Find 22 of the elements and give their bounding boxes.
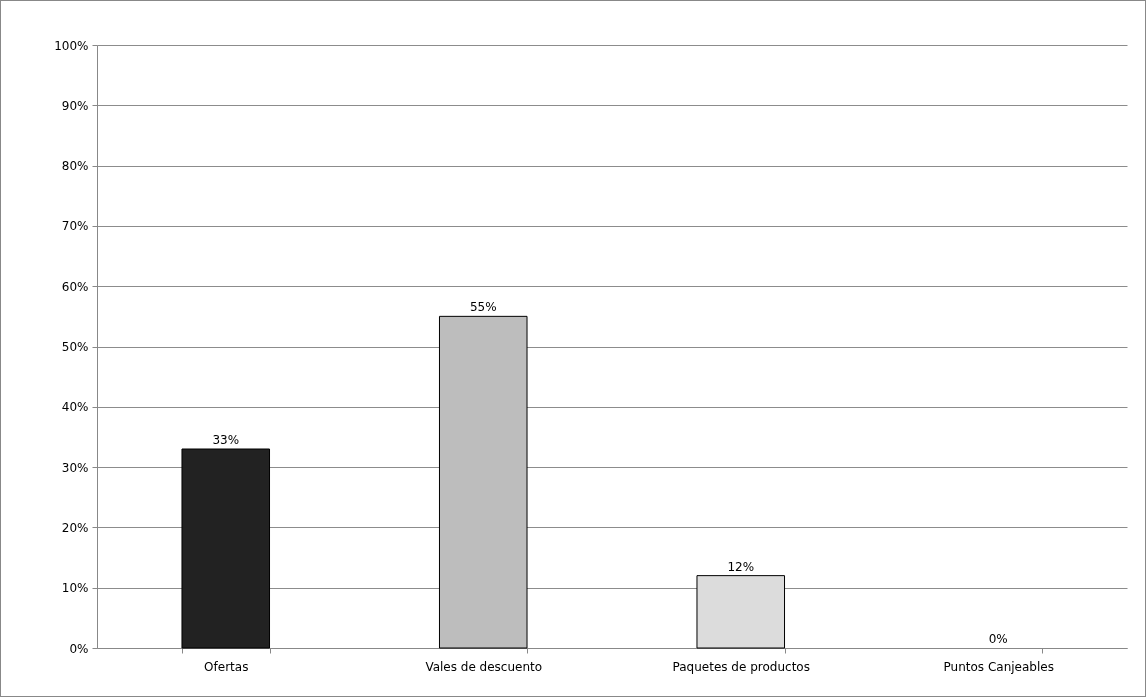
bar xyxy=(181,448,271,649)
y-tick-label: 70% xyxy=(61,219,89,234)
y-tick-label: 40% xyxy=(61,400,89,415)
x-tick-label: Puntos Canjeables xyxy=(943,659,1054,674)
x-tick-label: Paquetes de productos xyxy=(672,659,810,674)
data-label: 0% xyxy=(988,632,1008,646)
y-tick-label: 20% xyxy=(61,520,89,535)
y-tick-label: 100% xyxy=(54,38,89,53)
data-label: 33% xyxy=(212,433,240,448)
y-tick-label: 0% xyxy=(69,641,89,656)
y-tick-label: 10% xyxy=(61,581,89,596)
y-tick-label: 30% xyxy=(61,460,89,475)
bar xyxy=(438,315,528,649)
y-tick-label: 80% xyxy=(61,159,89,174)
y-tick-label: 50% xyxy=(61,340,89,354)
x-tick-label: Vales de descuento xyxy=(425,659,543,674)
y-tick-label: 60% xyxy=(61,279,89,294)
data-label: 12% xyxy=(727,559,755,574)
bar xyxy=(696,575,786,649)
y-tick-label: 90% xyxy=(61,98,89,113)
data-label: 55% xyxy=(469,300,497,315)
x-tick-label: Ofertas xyxy=(204,659,249,674)
